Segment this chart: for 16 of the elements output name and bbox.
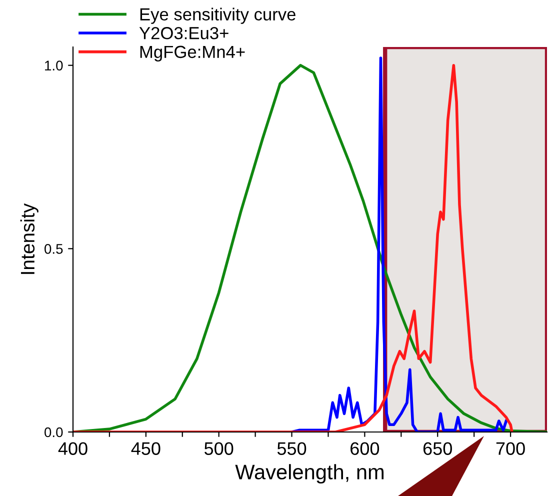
x-tick-label: 500 [204,442,234,455]
y-axis-title: Intensity [20,203,38,274]
x-tick-label: 600 [350,442,380,455]
x-tick-label: 400 [58,442,88,455]
x-tick-label: 450 [131,442,160,455]
y-tick-label: 1.0 [45,60,63,71]
x-tick-label: 700 [496,442,525,455]
x-axis-title: Wavelength, nm [235,464,384,484]
y-tick-label: 0.0 [44,427,63,438]
x-tick-label: 650 [423,442,452,455]
y-tick-label: 0.5 [44,244,63,254]
legend-label: Eye sensitivity curve [140,8,296,24]
x-tick-label: 550 [277,442,306,455]
legend-label: MgFGe:Mn4+ [140,46,245,62]
legend-label: Y2O3:Eu3+ [139,26,228,40]
line-series [290,56,508,432]
